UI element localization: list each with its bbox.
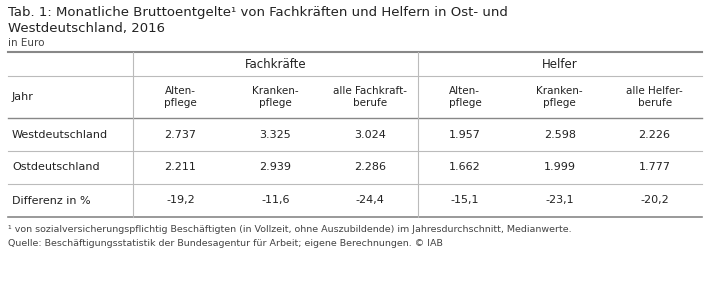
Text: -15,1: -15,1 <box>451 196 479 206</box>
Text: 1.662: 1.662 <box>449 163 481 173</box>
Text: Ostdeutschland: Ostdeutschland <box>12 163 99 173</box>
Text: Quelle: Beschäftigungsstatistik der Bundesagentur für Arbeit; eigene Berechnunge: Quelle: Beschäftigungsstatistik der Bund… <box>8 239 443 248</box>
Text: Fachkräfte: Fachkräfte <box>244 58 306 70</box>
Text: -19,2: -19,2 <box>166 196 195 206</box>
Text: -24,4: -24,4 <box>356 196 385 206</box>
Text: Jahr: Jahr <box>12 92 34 102</box>
Text: -11,6: -11,6 <box>261 196 290 206</box>
Text: Differenz in %: Differenz in % <box>12 196 91 206</box>
Text: alle Helfer-
berufe: alle Helfer- berufe <box>626 86 683 108</box>
Text: -23,1: -23,1 <box>545 196 574 206</box>
Text: in Euro: in Euro <box>8 38 45 48</box>
Text: ¹ von sozialversicherungspflichtig Beschäftigten (in Vollzeit, ohne Auszubildend: ¹ von sozialversicherungspflichtig Besch… <box>8 225 572 234</box>
Text: 2.598: 2.598 <box>544 130 576 139</box>
Text: 1.999: 1.999 <box>544 163 576 173</box>
Text: Alten-
pflege: Alten- pflege <box>164 86 197 108</box>
Text: Kranken-
pflege: Kranken- pflege <box>537 86 583 108</box>
Text: Tab. 1: Monatliche Bruttoentgelte¹ von Fachkräften und Helfern in Ost- und: Tab. 1: Monatliche Bruttoentgelte¹ von F… <box>8 6 508 19</box>
Text: 3.024: 3.024 <box>354 130 386 139</box>
Text: 2.737: 2.737 <box>165 130 197 139</box>
Text: 2.939: 2.939 <box>259 163 291 173</box>
Text: Kranken-
pflege: Kranken- pflege <box>252 86 299 108</box>
Text: 2.211: 2.211 <box>165 163 197 173</box>
Text: Alten-
pflege: Alten- pflege <box>449 86 481 108</box>
Text: Westdeutschland, 2016: Westdeutschland, 2016 <box>8 22 165 35</box>
Text: 3.325: 3.325 <box>259 130 291 139</box>
Text: alle Fachkraft-
berufe: alle Fachkraft- berufe <box>333 86 407 108</box>
Text: Helfer: Helfer <box>542 58 578 70</box>
Text: 2.226: 2.226 <box>638 130 670 139</box>
Text: -20,2: -20,2 <box>640 196 669 206</box>
Text: 2.286: 2.286 <box>354 163 386 173</box>
Text: 1.777: 1.777 <box>638 163 670 173</box>
Text: 1.957: 1.957 <box>449 130 481 139</box>
Text: Westdeutschland: Westdeutschland <box>12 130 108 139</box>
